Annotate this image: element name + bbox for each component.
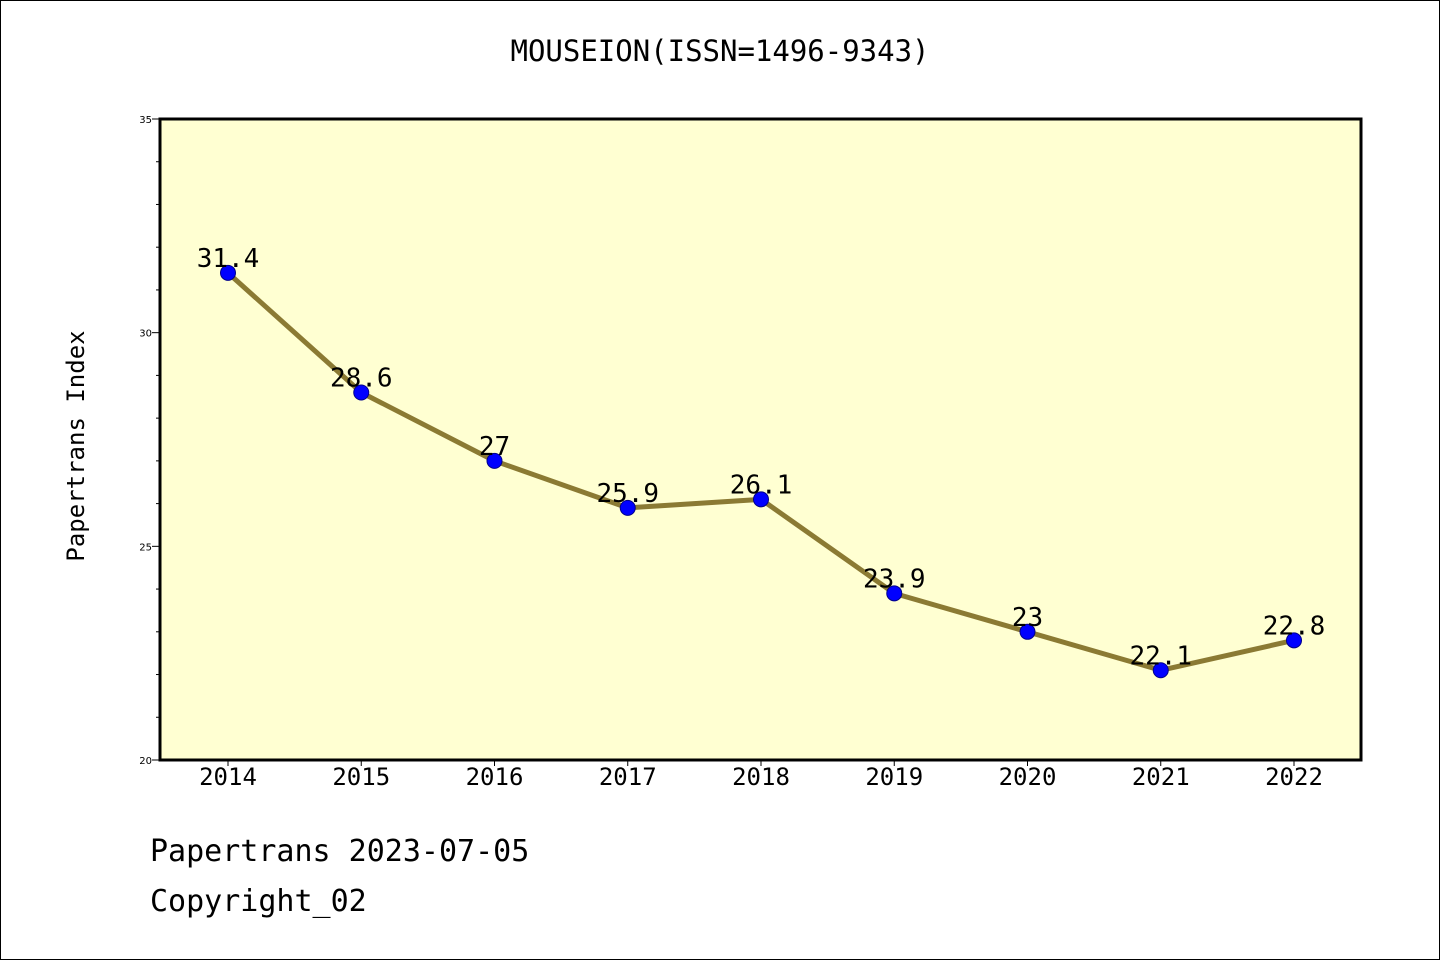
data-point: [886, 585, 903, 602]
data-point: [619, 499, 636, 516]
data-label: 25.9: [596, 479, 659, 509]
data-label: 26.1: [730, 470, 793, 500]
data-label: 22.1: [1129, 641, 1192, 671]
data-point: [220, 264, 236, 281]
x-tick-label: 2020: [999, 763, 1057, 791]
chart-title: MOUSEION(ISSN=1496-9343): [510, 34, 930, 68]
y-tick-label: 25: [139, 542, 152, 553]
y-tick-label: 30: [139, 329, 152, 340]
data-label: 31.4: [197, 244, 260, 274]
data-point: [1152, 662, 1169, 679]
x-tick-label: 2014: [199, 763, 257, 791]
x-tick-label: 2017: [599, 763, 657, 791]
data-label: 28.6: [330, 363, 393, 393]
data-point: [353, 384, 370, 401]
data-point: [753, 491, 769, 508]
x-tick-label: 2018: [732, 763, 790, 791]
footer-copyright: Copyright_02: [150, 884, 367, 919]
data-point: [486, 452, 503, 469]
data-point: [1286, 632, 1302, 649]
data-point: [1019, 623, 1036, 640]
x-tick-label: 2015: [332, 763, 390, 791]
data-label: 22.8: [1263, 611, 1326, 641]
footer-date: Papertrans 2023-07-05: [150, 834, 530, 869]
x-tick-label: 2021: [1132, 763, 1190, 791]
plot-area: [158, 117, 1363, 762]
x-tick-label: 2022: [1265, 763, 1323, 791]
y-tick-label: 35: [139, 115, 152, 126]
y-tick-label: 20: [139, 756, 152, 767]
x-tick-label: 2016: [466, 763, 524, 791]
data-label: 23: [1012, 603, 1043, 633]
data-label: 23.9: [863, 564, 926, 594]
x-tick-label: 2019: [865, 763, 923, 791]
data-label: 27: [479, 432, 510, 462]
